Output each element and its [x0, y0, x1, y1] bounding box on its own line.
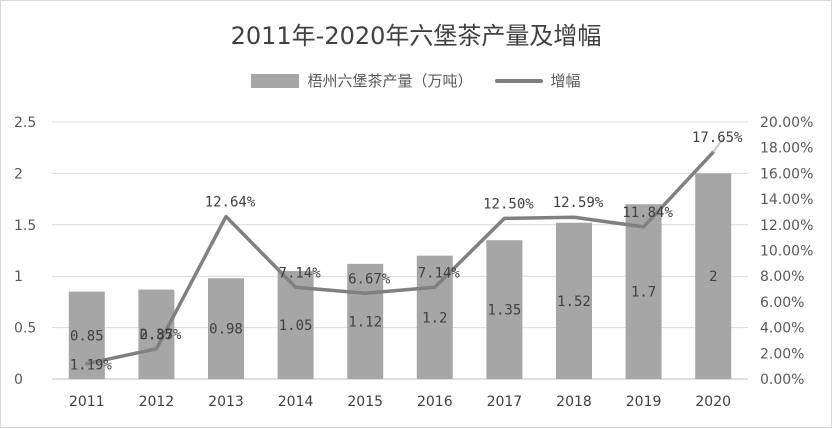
bar-data-label: 1.52 [557, 294, 591, 310]
line-data-label: 12.59% [553, 195, 604, 211]
y-left-tick-label: 1.5 [14, 218, 36, 234]
y-left-tick-label: 0.5 [14, 321, 36, 337]
legend-bar-label: 梧州六堡茶产量（万吨） [307, 72, 473, 90]
x-tick-label: 2019 [626, 394, 662, 410]
bar [347, 263, 384, 379]
y-right-tick-label: 0.00% [760, 372, 804, 388]
bar-data-label: 1.2 [422, 310, 447, 326]
x-tick-label: 2018 [556, 394, 592, 410]
y-left-tick-label: 1 [14, 269, 23, 285]
y-right-tick-label: 12.00% [760, 218, 813, 234]
legend-item-line: 增幅 [494, 70, 581, 91]
chart-title: 2011年-2020年六堡茶产量及增幅 [230, 22, 602, 50]
x-tick-label: 2017 [487, 394, 523, 410]
x-tick-label: 2011 [69, 394, 105, 410]
bar-data-label: 1.05 [279, 318, 313, 334]
chart-legend: 梧州六堡茶产量（万吨） 增幅 [0, 70, 832, 91]
line-data-label: 11.84% [622, 205, 673, 221]
bar-data-label: 0.87 [140, 327, 174, 343]
y-right-tick-label: 4.00% [760, 321, 804, 337]
x-tick-label: 2020 [695, 394, 731, 410]
bar [625, 204, 662, 379]
x-tick-label: 2012 [139, 394, 175, 410]
x-tick-label: 2013 [208, 394, 244, 410]
y-right-tick-label: 6.00% [760, 295, 804, 311]
legend-line-label: 增幅 [550, 72, 581, 90]
series-line [85, 150, 715, 366]
bar-data-label: 2 [709, 269, 717, 285]
bar-data-label: 0.85 [70, 328, 104, 344]
line-data-label: 7.14% [418, 265, 461, 281]
legend-line-swatch [494, 78, 543, 83]
bar-data-label: 0.98 [209, 322, 243, 338]
y-left-tick-label: 2 [14, 166, 23, 182]
line-data-label: 12.64% [205, 195, 256, 211]
x-tick-label: 2015 [347, 394, 383, 410]
line-data-label: 1.19% [70, 358, 113, 374]
bar [486, 240, 523, 379]
bar [138, 289, 175, 379]
line-data-label: 2.35% [139, 327, 182, 343]
line-data-label: 17.65% [692, 130, 743, 146]
bar [695, 173, 732, 379]
x-tick-label: 2014 [278, 394, 314, 410]
line-data-label: 7.14% [279, 265, 322, 281]
bar-data-label: 1.35 [488, 303, 522, 319]
series-line-tail [712, 137, 725, 153]
y-right-tick-label: 2.00% [760, 346, 804, 362]
y-right-tick-label: 20.00% [760, 115, 813, 131]
y-right-tick-label: 10.00% [760, 244, 813, 260]
y-right-tick-label: 16.00% [760, 166, 813, 182]
line-data-label: 12.50% [483, 196, 534, 212]
y-right-tick-label: 8.00% [760, 269, 804, 285]
bar-data-label: 1.12 [348, 314, 382, 330]
legend-item-bar: 梧州六堡茶产量（万吨） [251, 70, 473, 91]
y-left-tick-label: 2.5 [14, 115, 36, 131]
x-tick-label: 2016 [417, 394, 453, 410]
y-right-tick-label: 18.00% [760, 141, 813, 157]
y-right-tick-label: 14.00% [760, 192, 813, 208]
bar [556, 222, 592, 379]
bar [208, 278, 244, 379]
y-left-tick-label: 0 [14, 372, 23, 388]
bar-data-label: 1.7 [631, 285, 656, 301]
line-data-label: 6.67% [348, 271, 391, 287]
legend-bar-swatch [251, 73, 300, 88]
